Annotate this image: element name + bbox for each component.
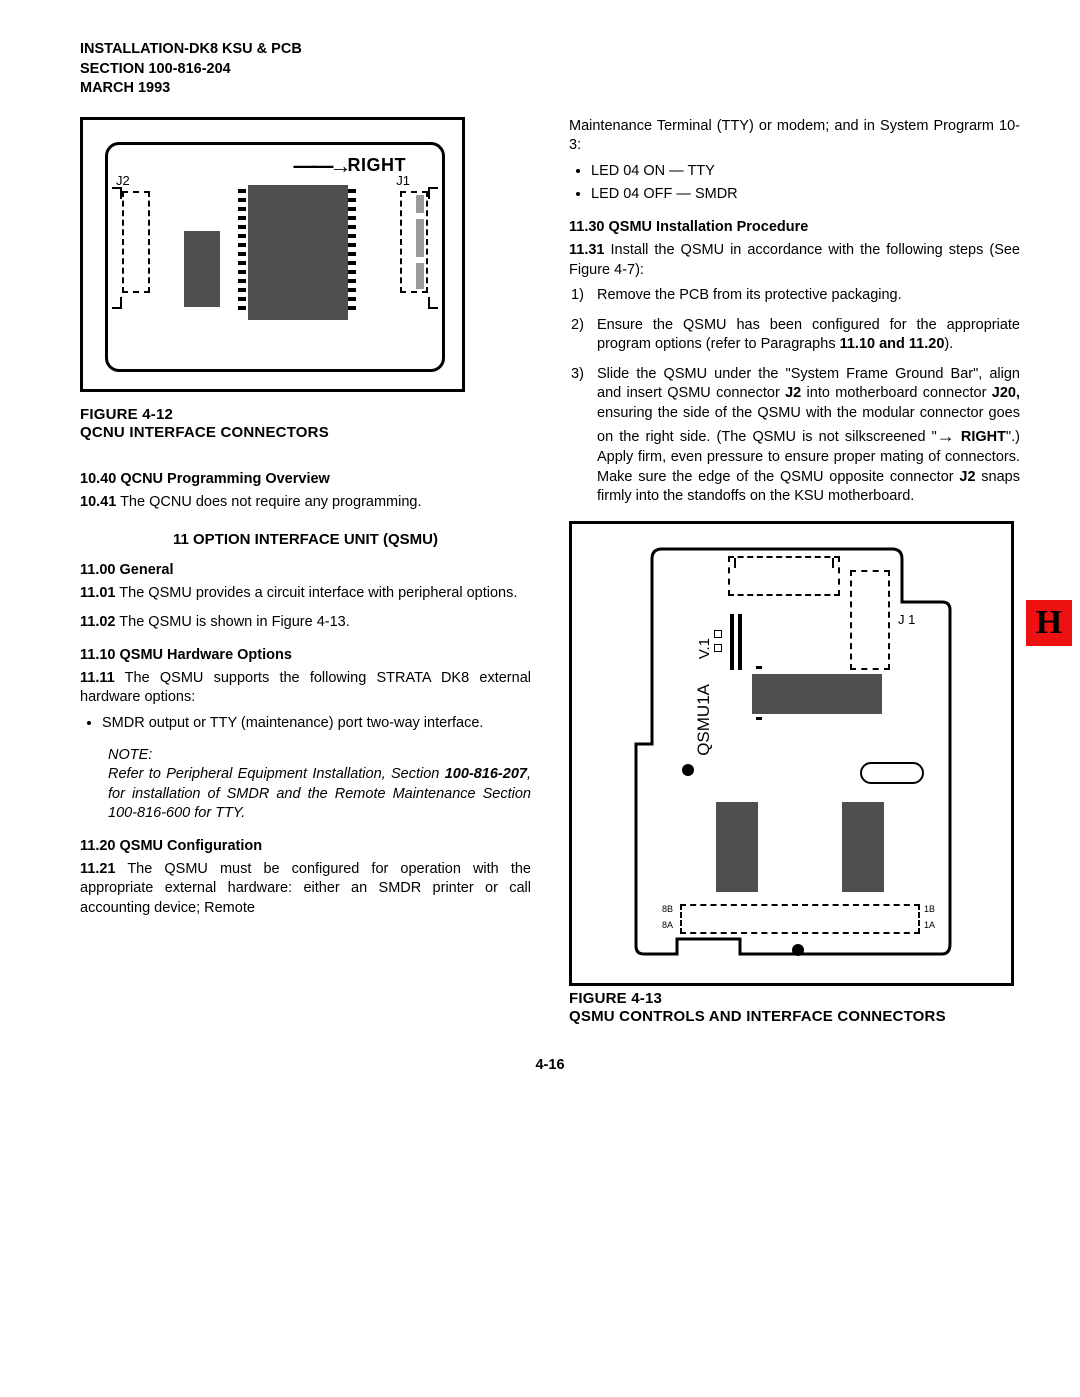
header-line-1: INSTALLATION-DK8 KSU & PCB <box>80 40 1020 60</box>
arrow-right-label: ——→RIGHT <box>294 151 407 177</box>
p-1041: 10.41 The QCNU does not require any prog… <box>80 493 531 513</box>
label-rev: V.1 <box>696 638 713 659</box>
bullet-smdr-tty: SMDR output or TTY (maintenance) port tw… <box>102 714 531 734</box>
pin-8b: 8B <box>662 904 673 914</box>
sub-1040: 10.40 QCNU Programming Overview <box>80 471 531 487</box>
page-number: 4-16 <box>80 1057 1020 1073</box>
step-3: 3)Slide the QSMU under the "System Frame… <box>597 365 1020 507</box>
bullets-1111: SMDR output or TTY (maintenance) port tw… <box>80 714 531 734</box>
header-line-2: SECTION 100-816-204 <box>80 60 1020 80</box>
p-1111: 11.11 The QSMU supports the following ST… <box>80 669 531 708</box>
p-cont-1: Maintenance Terminal (TTY) or modem; and… <box>569 117 1020 156</box>
sub-1130: 11.30 QSMU Installation Procedure <box>569 219 1020 235</box>
note-block: NOTE: Refer to Peripheral Equipment Inst… <box>108 746 531 824</box>
figure-4-12: ——→RIGHT J2 J1 <box>80 117 465 392</box>
pin-8a: 8A <box>662 920 673 930</box>
page-header-block: INSTALLATION-DK8 KSU & PCB SECTION 100-8… <box>80 40 1020 99</box>
figure-4-13-caption: FIGURE 4-13 QSMU CONTROLS AND INTERFACE … <box>569 990 1020 1028</box>
bullet-led-off: LED 04 OFF — SMDR <box>591 185 1020 205</box>
p-1131: 11.31 Install the QSMU in accordance wit… <box>569 241 1020 280</box>
figure-4-12-caption: FIGURE 4-12 QCNU INTERFACE CONNECTORS <box>80 406 531 444</box>
sub-1100: 11.00 General <box>80 562 531 578</box>
p-1102: 11.02 The QSMU is shown in Figure 4-13. <box>80 613 531 633</box>
left-column: ——→RIGHT J2 J1 <box>80 117 531 1028</box>
header-line-3: MARCH 1993 <box>80 79 1020 99</box>
pcb-outline <box>632 544 952 964</box>
side-color-tab: H <box>1026 600 1072 646</box>
label-j1-13: J 1 <box>898 612 915 627</box>
figure-4-13: J 1 V.1 QSMU1A 8B <box>569 521 1014 986</box>
label-board: QSMU1A <box>694 684 714 756</box>
sub-1110: 11.10 QSMU Hardware Options <box>80 647 531 663</box>
step-2: 2)Ensure the QSMU has been configured fo… <box>597 316 1020 355</box>
label-j2: J2 <box>116 173 130 188</box>
sub-1120: 11.20 QSMU Configuration <box>80 838 531 854</box>
step-1: 1)Remove the PCB from its protective pac… <box>597 286 1020 306</box>
right-column: Maintenance Terminal (TTY) or modem; and… <box>569 117 1020 1028</box>
bullet-led-on: LED 04 ON — TTY <box>591 162 1020 182</box>
bullets-cont: LED 04 ON — TTY LED 04 OFF — SMDR <box>569 162 1020 205</box>
p-1101: 11.01 The QSMU provides a circuit interf… <box>80 584 531 604</box>
label-j1: J1 <box>396 173 410 188</box>
p-1121: 11.21 The QSMU must be configured for op… <box>80 860 531 919</box>
steps-list: 1)Remove the PCB from its protective pac… <box>569 286 1020 507</box>
pin-1a: 1A <box>924 920 935 930</box>
pin-1b: 1B <box>924 904 935 914</box>
sec-11-head: 11 OPTION INTERFACE UNIT (QSMU) <box>80 531 531 548</box>
